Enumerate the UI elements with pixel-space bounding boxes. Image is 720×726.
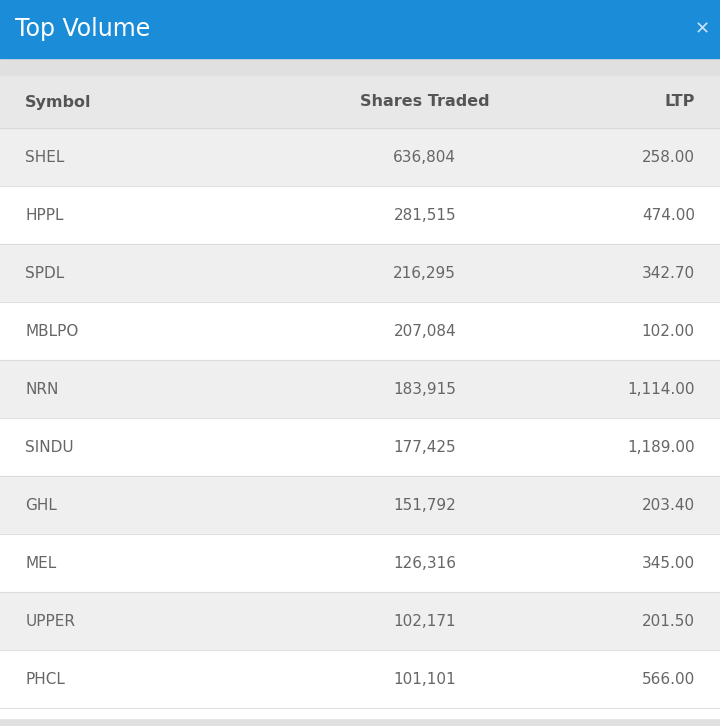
- Text: Shares Traded: Shares Traded: [360, 94, 490, 110]
- Text: MBLPO: MBLPO: [25, 324, 78, 338]
- Text: MEL: MEL: [25, 555, 56, 571]
- Text: ✕: ✕: [694, 20, 710, 38]
- Text: 102,171: 102,171: [394, 613, 456, 629]
- Text: GHL: GHL: [25, 497, 57, 513]
- Bar: [0, 360, 720, 418]
- Bar: [0, 302, 720, 360]
- Text: 207,084: 207,084: [394, 324, 456, 338]
- Bar: [0, 0, 720, 58]
- Text: 183,915: 183,915: [393, 381, 456, 396]
- Text: 203.40: 203.40: [642, 497, 695, 513]
- Text: 151,792: 151,792: [393, 497, 456, 513]
- Text: 1,189.00: 1,189.00: [627, 439, 695, 454]
- Bar: [0, 650, 720, 708]
- Text: 281,515: 281,515: [394, 208, 456, 222]
- Bar: [0, 476, 720, 534]
- Text: 342.70: 342.70: [642, 266, 695, 280]
- Text: 201.50: 201.50: [642, 613, 695, 629]
- Text: 474.00: 474.00: [642, 208, 695, 222]
- Bar: [0, 128, 720, 186]
- Text: 216,295: 216,295: [393, 266, 456, 280]
- Text: 177,425: 177,425: [394, 439, 456, 454]
- Bar: [0, 418, 720, 476]
- Text: 258.00: 258.00: [642, 150, 695, 165]
- Text: Symbol: Symbol: [25, 94, 91, 110]
- Text: SHEL: SHEL: [25, 150, 65, 165]
- Text: 102.00: 102.00: [642, 324, 695, 338]
- Bar: [0, 76, 720, 718]
- Bar: [0, 244, 720, 302]
- Text: SPDL: SPDL: [25, 266, 65, 280]
- Text: UPPER: UPPER: [25, 613, 75, 629]
- Text: NRN: NRN: [25, 381, 58, 396]
- Text: PHCL: PHCL: [25, 672, 65, 687]
- Text: Top Volume: Top Volume: [15, 17, 150, 41]
- Bar: [0, 592, 720, 650]
- Text: 101,101: 101,101: [394, 672, 456, 687]
- Text: 1,114.00: 1,114.00: [627, 381, 695, 396]
- Text: HPPL: HPPL: [25, 208, 63, 222]
- Bar: [0, 186, 720, 244]
- Bar: [0, 58, 720, 76]
- Bar: [0, 534, 720, 592]
- Text: SINDU: SINDU: [25, 439, 74, 454]
- Text: 126,316: 126,316: [393, 555, 456, 571]
- Text: LTP: LTP: [665, 94, 695, 110]
- Bar: [0, 76, 720, 128]
- Text: 636,804: 636,804: [393, 150, 456, 165]
- Text: 345.00: 345.00: [642, 555, 695, 571]
- Text: 566.00: 566.00: [642, 672, 695, 687]
